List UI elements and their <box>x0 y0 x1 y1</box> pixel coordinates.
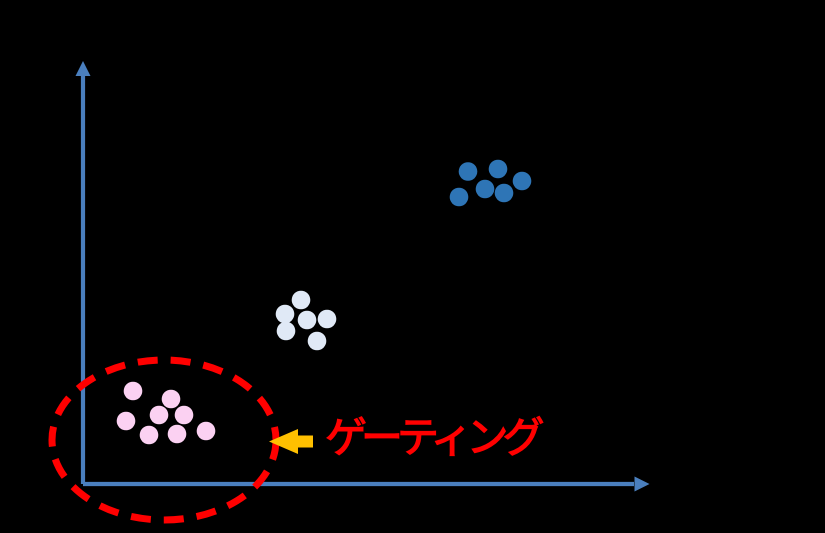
svg-text:ゲーティング: ゲーティング <box>325 414 544 461</box>
